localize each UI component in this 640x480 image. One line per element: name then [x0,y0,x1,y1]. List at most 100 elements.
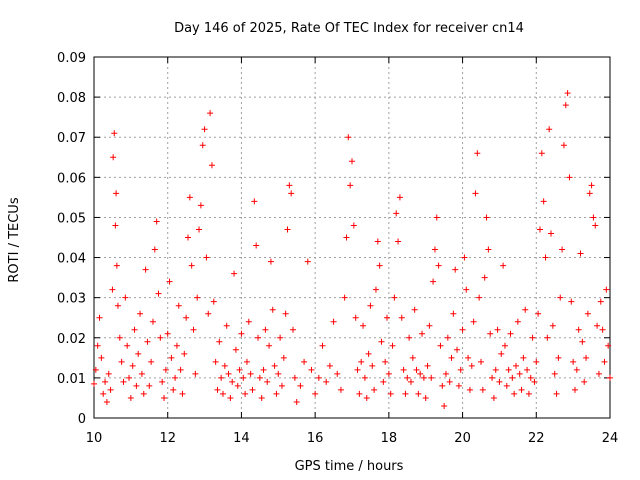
data-point [172,374,179,381]
data-point [553,390,560,397]
data-point [114,302,121,309]
data-point [262,326,269,333]
data-point [549,322,556,329]
x-tick-label: 18 [381,431,398,446]
data-point [446,378,453,385]
data-point [109,286,116,293]
data-point [365,350,372,357]
data-point [337,386,344,393]
data-point [159,378,166,385]
data-point [253,242,260,249]
data-point [529,334,536,341]
y-tick-label: 0.07 [57,131,86,146]
data-point [264,378,271,385]
data-point [161,394,168,401]
data-point [251,198,258,205]
data-point [199,142,206,149]
data-point [278,382,285,389]
data-point [601,358,608,365]
data-point [326,362,333,369]
data-point [258,394,265,401]
data-point [271,362,278,369]
data-point [122,294,129,301]
data-point [155,290,162,297]
data-point [525,390,532,397]
data-point [487,330,494,337]
data-point [192,370,199,377]
data-point [457,366,464,373]
data-point [358,358,365,365]
data-point [409,354,416,361]
data-point [374,238,381,245]
data-point [112,222,119,229]
data-point [173,342,180,349]
data-point [527,374,534,381]
data-point [116,334,123,341]
data-point [361,374,368,381]
data-point [220,390,226,397]
data-point [566,174,573,181]
data-point [138,370,145,377]
data-point [371,386,378,393]
data-point [111,130,118,137]
data-point [131,326,138,333]
data-point [501,342,508,349]
data-point [555,354,562,361]
data-point [181,350,188,357]
data-point [249,386,256,393]
data-point [387,390,394,397]
data-point [347,182,354,189]
data-point [184,234,191,241]
data-point [297,382,304,389]
data-point [179,390,186,397]
data-point [439,382,446,389]
data-point [507,330,514,337]
x-tick-label: 14 [233,431,250,446]
data-point [562,102,569,109]
data-point [96,314,103,321]
data-point [275,370,282,377]
data-point [247,370,254,377]
data-point [255,334,262,341]
data-point [538,150,545,157]
data-point [242,390,249,397]
data-point [442,370,449,377]
data-point [315,374,322,381]
data-point [149,318,156,325]
data-point [216,338,223,345]
data-point [243,358,250,365]
x-tick-label: 10 [86,431,103,446]
data-point [266,342,273,349]
data-point [448,354,455,361]
data-point [571,386,578,393]
y-tick-label: 0.05 [57,211,86,226]
data-point [511,390,518,397]
data-point [551,370,558,377]
data-point [214,386,221,393]
data-point [476,294,483,301]
data-point [474,150,481,157]
data-point [514,318,521,325]
data-point [277,334,284,341]
data-point [419,330,426,337]
data-point [225,370,232,377]
data-point [420,374,427,381]
data-point [559,246,566,253]
data-point [334,370,341,377]
data-point [146,382,153,389]
data-point [444,334,451,341]
data-point [583,354,590,361]
data-point [500,262,507,269]
data-point [113,190,120,197]
data-point [492,366,499,373]
data-point [404,374,411,381]
data-point [343,234,350,241]
data-point [430,278,437,285]
data-point [118,358,125,365]
data-point [236,366,243,373]
data-point [153,218,160,225]
data-point [210,298,217,305]
data-point [470,318,477,325]
x-tick-label: 16 [307,431,324,446]
data-point [422,394,429,401]
